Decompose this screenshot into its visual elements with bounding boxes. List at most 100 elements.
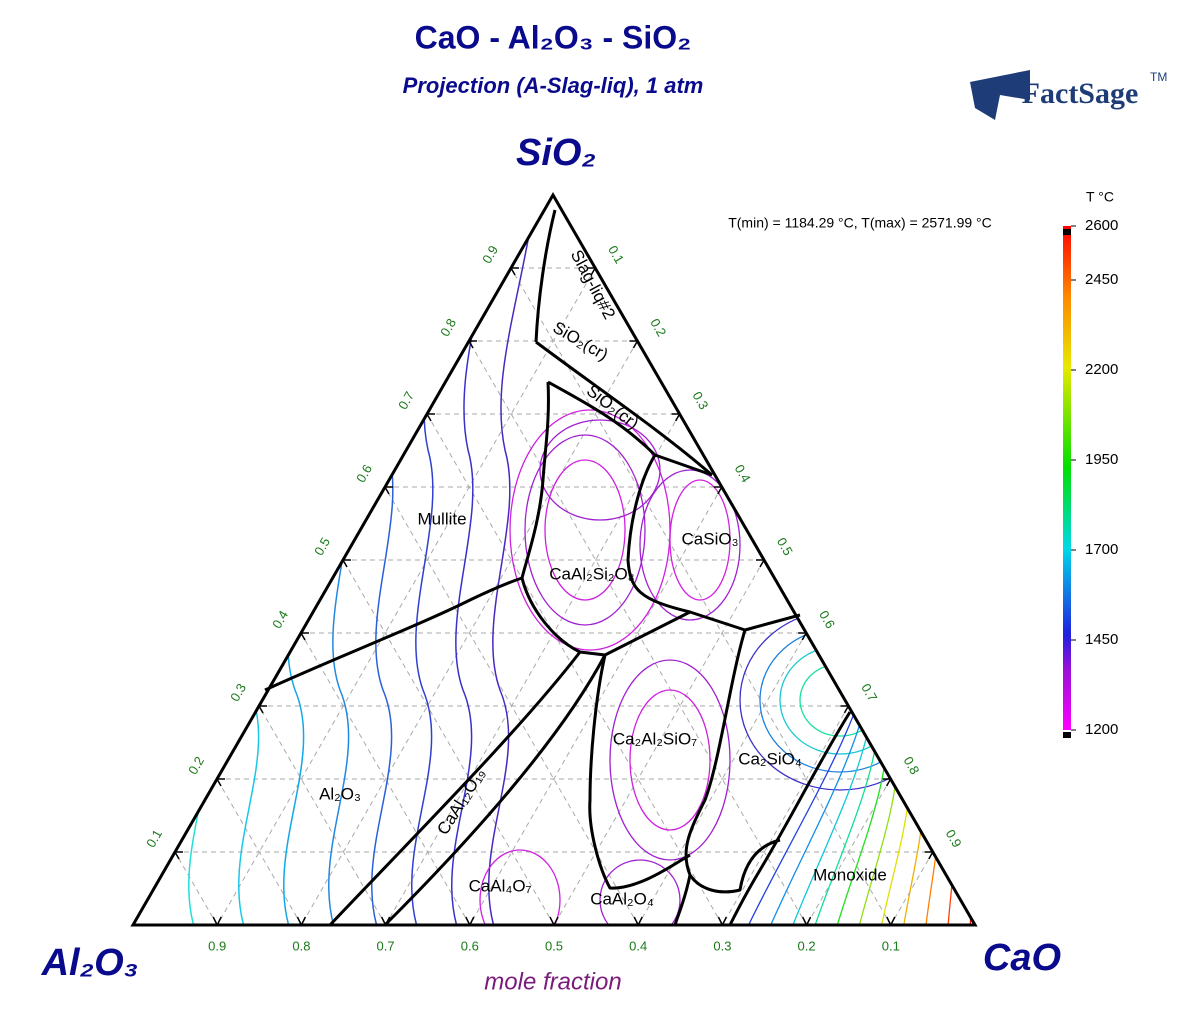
contour <box>370 199 419 925</box>
colorbar-end <box>1063 732 1071 738</box>
contour <box>544 459 626 601</box>
phase-label: CaAl₂O₄ <box>590 889 654 908</box>
phase-label: Ca₂Al₂SiO₇ <box>613 729 697 748</box>
colorbar-tick-label: 1700 <box>1085 541 1118 558</box>
tick-mark <box>890 916 896 926</box>
phase-label: CaAl₂Si₂O₈ <box>549 564 634 583</box>
phase-label: CaAl₄O₇ <box>469 876 532 895</box>
grid-line <box>300 632 471 926</box>
grid-line <box>258 705 387 926</box>
tick-label: 0.1 <box>605 243 627 266</box>
phase-labels: Slag-liq#2SiO₂(cr)SiO₂(cr)MulliteCaAl₂Si… <box>319 247 887 909</box>
tick-label: 0.2 <box>185 754 207 777</box>
contour <box>282 199 331 925</box>
tick-label: 0.1 <box>143 827 165 850</box>
tick-label: 0.9 <box>479 243 501 266</box>
contour <box>487 199 536 925</box>
tick-label: 0.8 <box>292 938 310 953</box>
tick-mark <box>216 778 222 787</box>
contour <box>639 469 741 621</box>
tick-label: 0.5 <box>545 938 563 953</box>
tick-mark <box>296 916 303 926</box>
subtitle: Projection (A-Slag-liq), 1 atm <box>403 73 704 98</box>
tick-mark <box>717 486 723 495</box>
tick-mark <box>380 916 387 926</box>
tick-mark <box>843 705 850 714</box>
phase-label: Al₂O₃ <box>319 784 361 803</box>
corner-top: SiO₂ <box>516 132 596 174</box>
grid-line <box>216 267 596 926</box>
phase-label: CaSiO₃ <box>682 529 739 548</box>
logo-mark: TM <box>1150 70 1167 84</box>
tick-mark <box>342 559 348 568</box>
phase-label: Ca₂SiO₄ <box>738 749 802 768</box>
tick-label: 0.4 <box>732 462 754 485</box>
grid-line <box>721 705 849 926</box>
boundary <box>535 340 713 477</box>
boundary <box>673 874 692 926</box>
grid-line <box>890 851 934 926</box>
tick-label: 0.3 <box>690 389 712 412</box>
contour <box>669 479 731 601</box>
grid-line <box>510 267 892 926</box>
tick-mark <box>468 340 474 349</box>
grid-line <box>553 559 765 926</box>
tick-mark <box>801 632 807 641</box>
colorbar-title: T °C <box>1086 189 1114 205</box>
tick-label: 0.7 <box>377 938 395 953</box>
tick-mark <box>759 559 765 568</box>
corner-right: CaO <box>983 937 1061 979</box>
tick-mark <box>885 778 892 787</box>
tick-mark <box>549 916 555 926</box>
colorbar-tick-label: 1200 <box>1085 721 1118 738</box>
tick-mark <box>590 267 596 276</box>
grid-line <box>637 632 807 926</box>
tick-mark <box>384 916 391 926</box>
tick-label: 0.5 <box>774 535 796 558</box>
colorbar <box>1063 226 1071 730</box>
tick-mark <box>674 413 681 422</box>
tick-label: 0.7 <box>395 389 417 412</box>
tick-label: 0.4 <box>269 608 291 631</box>
contour <box>479 849 561 925</box>
phase-boundaries <box>264 209 852 927</box>
tick-label: 0.8 <box>901 754 923 777</box>
contour <box>768 716 863 925</box>
tick-label: 0.9 <box>208 938 226 953</box>
tick-mark <box>212 916 218 926</box>
tick-label: 0.9 <box>943 827 965 850</box>
colorbar-tick-label: 2600 <box>1085 217 1118 234</box>
grid-line <box>300 340 638 926</box>
logo-shape <box>970 70 1030 120</box>
boundary <box>534 209 557 343</box>
tick-mark <box>721 916 728 926</box>
tick-mark <box>465 916 471 926</box>
boundary <box>684 629 781 894</box>
tick-label: 0.7 <box>858 681 880 704</box>
tick-mark <box>717 916 724 926</box>
contour <box>237 199 286 925</box>
tick-mark <box>258 705 264 714</box>
colorbar-tick-label: 1950 <box>1085 451 1118 468</box>
tick-label: 0.1 <box>882 938 900 953</box>
colorbar-tick-label: 2450 <box>1085 271 1118 288</box>
contour <box>609 659 731 861</box>
logo-name: FactSage <box>1022 77 1139 110</box>
contour <box>629 689 711 831</box>
logo: FactSage TM <box>970 70 1167 120</box>
tick-label: 0.6 <box>816 608 838 631</box>
grid <box>174 267 934 926</box>
tick-label: 0.2 <box>798 938 816 953</box>
tick-mark <box>384 486 390 495</box>
colorbar-tick-label: 2200 <box>1085 361 1118 378</box>
tick-mark <box>300 916 307 926</box>
colorbar-end <box>1063 229 1071 235</box>
tick-label: 0.4 <box>629 938 647 953</box>
tick-label: 0.3 <box>227 681 249 704</box>
tick-mark <box>300 632 306 641</box>
phase-label: CaAl₁₂O₁₉ <box>433 765 489 839</box>
title: CaO - Al₂O₃ - SiO₂ <box>415 19 692 55</box>
contour <box>745 713 855 925</box>
temperature-range: T(min) = 1184.29 °C, T(max) = 2571.99 °C <box>728 215 992 231</box>
tick-mark <box>510 267 516 276</box>
